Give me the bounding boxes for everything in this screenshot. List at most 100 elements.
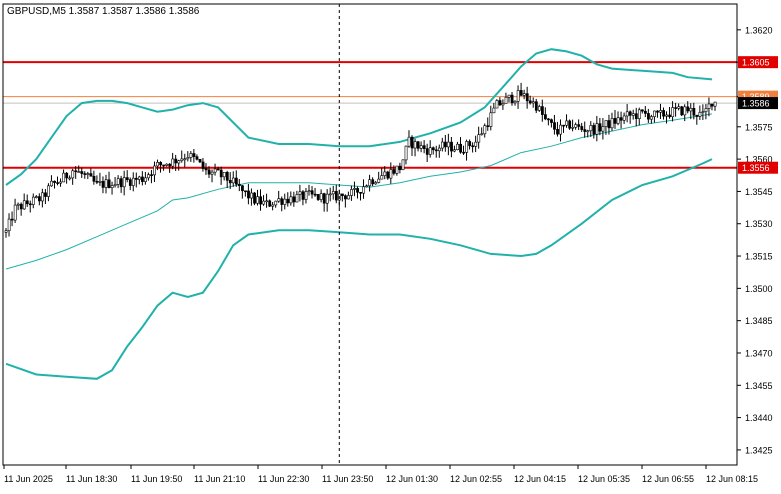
candle xyxy=(683,104,687,122)
candle xyxy=(368,174,372,192)
candle xyxy=(59,178,63,187)
candle xyxy=(407,130,411,148)
y-tick-label: 1.3500 xyxy=(745,284,773,294)
candle xyxy=(595,115,599,142)
candle xyxy=(653,110,656,123)
candle xyxy=(322,192,326,212)
candle xyxy=(4,228,8,238)
candle xyxy=(50,175,53,187)
candle xyxy=(174,154,178,171)
candle xyxy=(674,102,678,117)
candle xyxy=(380,167,384,180)
candle xyxy=(138,175,141,185)
candle xyxy=(77,165,81,173)
candle xyxy=(398,162,402,174)
candle xyxy=(259,189,263,211)
x-tick-label: 11 Jun 2025 xyxy=(4,474,53,484)
candle xyxy=(498,97,502,106)
candle xyxy=(437,144,441,158)
candle xyxy=(422,140,426,154)
candle xyxy=(534,98,538,114)
candle xyxy=(601,118,605,140)
candle xyxy=(101,176,105,194)
candle xyxy=(192,148,196,163)
candle xyxy=(628,110,632,124)
candle xyxy=(244,190,247,197)
candle xyxy=(241,184,244,199)
candle xyxy=(271,201,275,211)
candle xyxy=(634,107,638,127)
candle xyxy=(28,200,32,213)
candle xyxy=(98,172,102,186)
candle xyxy=(540,99,544,122)
candle xyxy=(640,109,644,114)
y-tick-label: 1.3455 xyxy=(745,381,773,391)
x-tick-label: 11 Jun 19:50 xyxy=(131,474,182,484)
candle xyxy=(371,177,375,187)
candle xyxy=(119,175,123,193)
candle xyxy=(328,187,332,202)
x-tick-label: 12 Jun 02:55 xyxy=(450,474,502,484)
candle xyxy=(556,121,559,137)
candle xyxy=(292,191,296,207)
plot-frame xyxy=(2,3,738,466)
candle xyxy=(165,163,169,167)
candle xyxy=(353,181,356,197)
candle xyxy=(107,171,111,189)
candle xyxy=(341,193,344,202)
candle xyxy=(701,104,705,120)
candle xyxy=(698,105,702,120)
candle xyxy=(147,172,150,181)
y-tick-label: 1.3470 xyxy=(745,348,773,358)
candle xyxy=(334,184,338,204)
candle xyxy=(68,175,72,181)
candle xyxy=(622,112,626,124)
symbol-info: GBPUSD,M5 1.3587 1.3587 1.3586 1.3586 xyxy=(7,6,200,17)
candle xyxy=(710,103,714,111)
candle xyxy=(389,162,393,184)
candle xyxy=(441,137,444,152)
candle xyxy=(186,151,190,162)
candle xyxy=(195,154,199,161)
svg-text:1.3586: 1.3586 xyxy=(742,99,770,109)
candle xyxy=(453,145,456,153)
candle xyxy=(56,176,60,186)
candle xyxy=(537,104,541,112)
candle xyxy=(47,183,50,202)
x-tick-label: 12 Jun 01:30 xyxy=(386,474,438,484)
candle xyxy=(528,95,532,105)
candle xyxy=(16,202,20,211)
candle xyxy=(301,190,305,206)
candle xyxy=(41,188,44,208)
candle xyxy=(10,211,14,227)
candle xyxy=(610,112,614,131)
candle xyxy=(286,192,290,207)
y-tick-label: 1.3440 xyxy=(745,413,773,423)
candle xyxy=(395,165,399,176)
candle xyxy=(319,189,323,203)
candle xyxy=(44,189,47,205)
candle xyxy=(65,172,69,184)
candle xyxy=(450,136,453,158)
candle xyxy=(228,172,232,190)
candle xyxy=(474,135,478,153)
candle xyxy=(489,105,493,131)
candle xyxy=(562,124,566,133)
x-tick-label: 12 Jun 04:15 xyxy=(514,474,566,484)
candle xyxy=(207,166,211,178)
candle xyxy=(359,191,363,201)
candle xyxy=(365,184,369,188)
bid-price-label: 1.3586 xyxy=(738,97,778,110)
y-tick-label: 1.3530 xyxy=(745,219,773,229)
candle xyxy=(325,189,329,212)
candle xyxy=(471,142,475,153)
candle xyxy=(122,170,126,196)
candle xyxy=(495,99,499,109)
candle xyxy=(180,150,184,163)
candle xyxy=(25,194,29,207)
bollinger-lower-band xyxy=(5,158,713,380)
candle xyxy=(462,145,466,155)
